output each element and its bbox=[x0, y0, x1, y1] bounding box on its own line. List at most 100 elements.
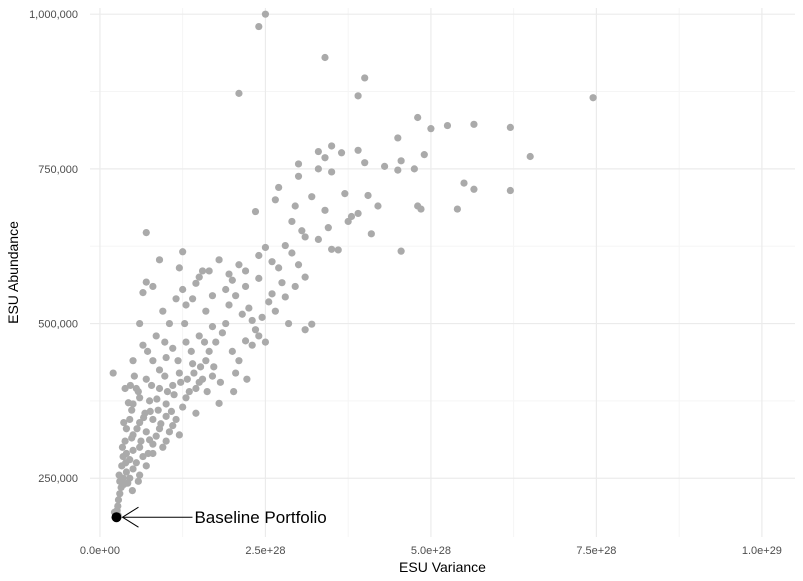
scatter-point bbox=[124, 479, 132, 487]
major-gridlines bbox=[90, 8, 795, 537]
scatter-point bbox=[172, 415, 180, 424]
scatter-point bbox=[192, 409, 200, 417]
scatter-point bbox=[153, 395, 161, 403]
scatter-point bbox=[129, 357, 137, 365]
scatter-point bbox=[218, 329, 226, 337]
scatter-point bbox=[344, 217, 352, 226]
scatter-point bbox=[364, 191, 372, 200]
scatter-point bbox=[195, 273, 203, 281]
scatter-point bbox=[162, 412, 170, 420]
scatter-point bbox=[128, 434, 136, 442]
scatter-point bbox=[251, 207, 260, 216]
scatter-point bbox=[133, 425, 141, 433]
scatter-point bbox=[268, 290, 276, 298]
scatter-point bbox=[122, 468, 131, 476]
scatter-point bbox=[170, 391, 178, 399]
baseline-label: Baseline Portfolio bbox=[194, 508, 326, 527]
scatter-point bbox=[119, 452, 127, 461]
scatter-point bbox=[155, 256, 164, 264]
x-tick-label: 1.0e+29 bbox=[742, 545, 782, 557]
scatter-point bbox=[298, 227, 306, 235]
scatter-point bbox=[175, 264, 183, 272]
scatter-point bbox=[208, 372, 217, 380]
scatter-point bbox=[294, 160, 303, 168]
scatter-point bbox=[155, 384, 164, 393]
scatter-point bbox=[187, 347, 195, 355]
scatter-point bbox=[162, 353, 170, 362]
scatter-point bbox=[215, 256, 223, 264]
scatter-point bbox=[288, 217, 296, 226]
scatter-point bbox=[189, 295, 197, 303]
scatter-point bbox=[149, 357, 157, 365]
scatter-point bbox=[202, 307, 210, 315]
x-tick-label: 0.0e+00 bbox=[80, 545, 120, 557]
x-tick-label: 5.0e+28 bbox=[411, 545, 451, 557]
scatter-point bbox=[314, 165, 322, 173]
scatter-point bbox=[288, 249, 296, 257]
scatter-point bbox=[241, 267, 250, 275]
scatter-point bbox=[255, 332, 263, 340]
scatter-point bbox=[222, 285, 230, 294]
scatter-point bbox=[314, 235, 322, 243]
scatter-point bbox=[167, 407, 176, 416]
scatter-point bbox=[427, 125, 435, 133]
scatter-point bbox=[225, 270, 233, 278]
scatter-point bbox=[154, 406, 162, 414]
y-tick-label: 1,000,000 bbox=[29, 9, 78, 21]
scatter-point bbox=[243, 375, 251, 383]
scatter-point bbox=[261, 243, 270, 252]
scatter-point bbox=[215, 399, 223, 407]
scatter-point bbox=[334, 246, 342, 254]
scatter-point bbox=[271, 307, 279, 315]
scatter-point bbox=[248, 341, 256, 349]
scatter-point bbox=[354, 92, 362, 100]
scatter-point bbox=[121, 437, 129, 445]
scatter-point bbox=[139, 452, 147, 461]
scatter-point bbox=[175, 369, 183, 377]
scatter-point bbox=[181, 319, 189, 328]
scatter-point bbox=[142, 428, 150, 436]
scatter-point bbox=[190, 369, 198, 377]
y-tick-labels: 250,000 500,000 750,000 1,000,000 bbox=[29, 9, 78, 485]
scatter-point bbox=[443, 121, 452, 130]
scatter-point bbox=[159, 307, 167, 315]
scatter-point bbox=[291, 282, 299, 291]
scatter-point bbox=[120, 418, 128, 427]
scatter-point bbox=[189, 360, 197, 368]
scatter-point bbox=[228, 276, 236, 284]
x-tick-label: 7.5e+28 bbox=[576, 545, 616, 557]
x-tick-label: 2.5e+28 bbox=[245, 545, 285, 557]
scatter-point bbox=[136, 319, 144, 328]
scatter-point bbox=[337, 149, 346, 157]
scatter-point bbox=[182, 301, 190, 309]
scatter-point bbox=[192, 279, 200, 287]
scatter-point bbox=[261, 10, 270, 18]
scatter-point bbox=[321, 154, 329, 162]
scatter-point bbox=[161, 372, 169, 380]
scatter-point bbox=[140, 413, 148, 422]
scatter-point bbox=[245, 304, 253, 312]
scatter-point bbox=[136, 418, 144, 427]
scatter-point bbox=[146, 407, 154, 416]
scatter-point bbox=[152, 332, 160, 340]
scatter-point bbox=[470, 120, 478, 128]
scatter-point bbox=[205, 267, 213, 275]
scatter-point bbox=[410, 165, 418, 173]
scatter-point bbox=[258, 313, 266, 321]
scatter-point bbox=[397, 247, 405, 255]
scatter-point bbox=[132, 459, 140, 467]
scatter-point bbox=[251, 326, 260, 334]
scatter-point bbox=[506, 123, 514, 132]
scatter-point bbox=[328, 245, 336, 253]
scatter-point bbox=[255, 274, 263, 282]
scatter-point bbox=[165, 428, 174, 436]
scatter-point bbox=[232, 292, 240, 300]
scatter-point bbox=[118, 443, 127, 451]
scatter-point bbox=[361, 159, 369, 167]
scatter-point bbox=[182, 338, 190, 346]
scatter-point bbox=[134, 477, 142, 485]
scatter-point bbox=[139, 341, 147, 349]
scatter-point bbox=[235, 89, 243, 97]
scatter-point bbox=[301, 273, 309, 281]
scatter-point bbox=[589, 94, 597, 102]
